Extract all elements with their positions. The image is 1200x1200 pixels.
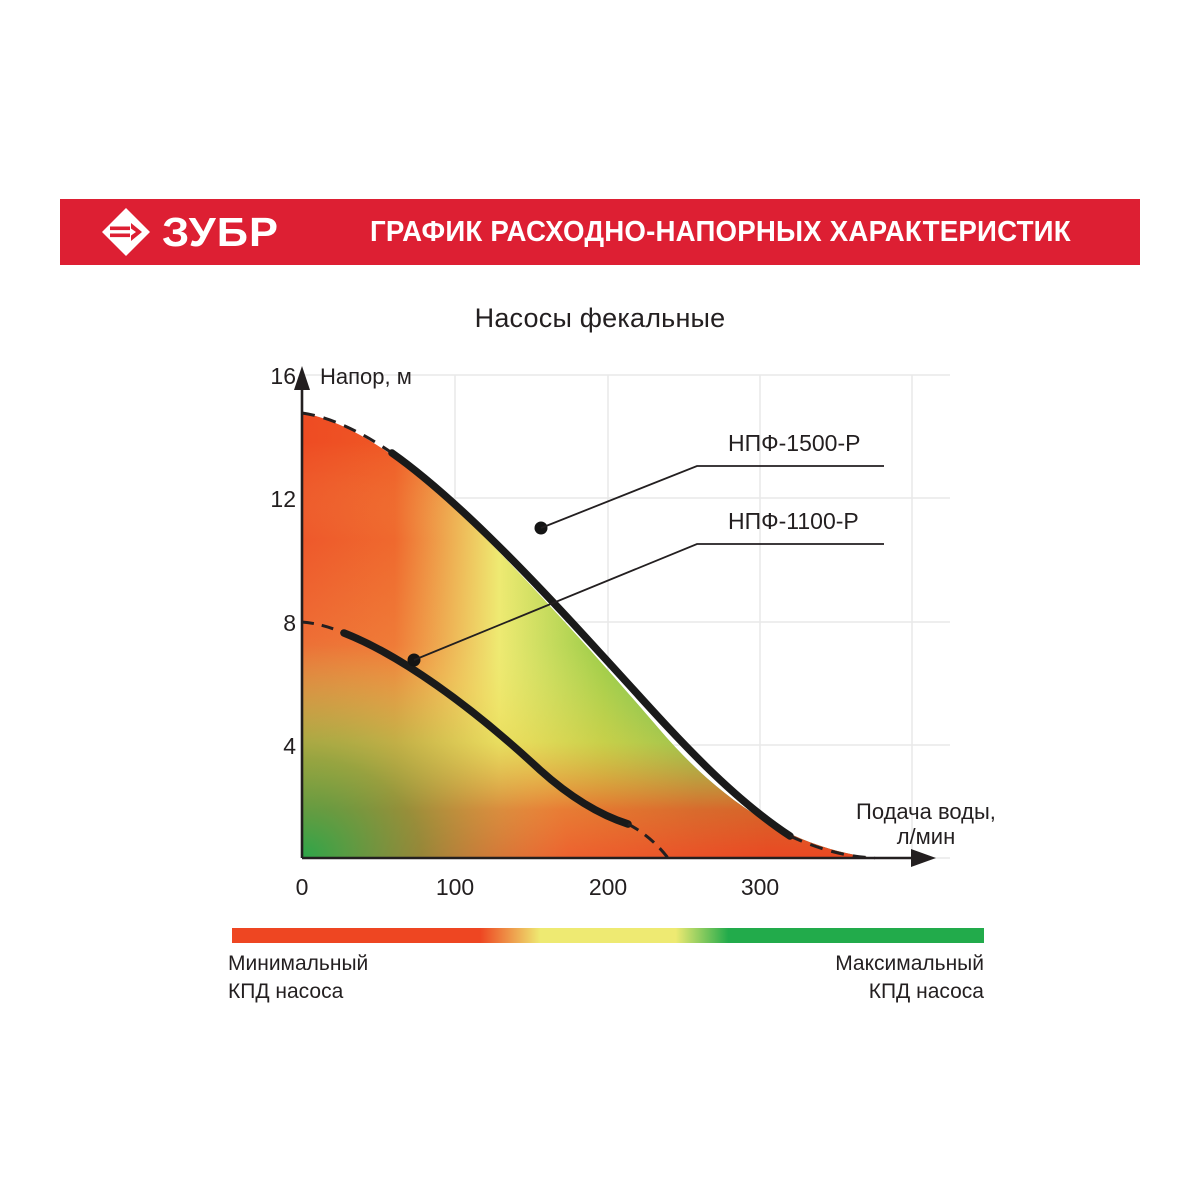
legend-max-line2: КПД насоса	[868, 980, 984, 1004]
x-tick-100: 100	[435, 874, 475, 900]
chart-axes	[300, 385, 925, 860]
legend-min-line2: КПД насоса	[228, 980, 344, 1004]
zubr-logo: ЗУБР	[100, 199, 278, 265]
y-tick-4: 4	[283, 733, 296, 759]
y-axis-arrow-icon	[294, 366, 310, 390]
brand-banner: ЗУБР ГРАФИК РАСХОДНО-НАПОРНЫХ ХАРАКТЕРИС…	[60, 199, 1140, 265]
efficiency-legend-bar	[232, 928, 984, 943]
chart-title: Насосы фекальные	[474, 303, 726, 333]
legend-max-label: Максимальный КПД насоса	[835, 950, 984, 1007]
y-tick-16: 16	[270, 363, 296, 389]
legend-min-line1: Минимальный	[228, 952, 369, 975]
banner-title: ГРАФИК РАСХОДНО-НАПОРНЫХ ХАРАКТЕРИСТИК	[370, 215, 1071, 248]
x-tick-0: 0	[295, 874, 309, 900]
legend-min-label: Минимальный КПД насоса	[228, 950, 368, 1007]
x-tick-200: 200	[588, 874, 628, 900]
x-axis-title: Подача воды, л/мин	[856, 799, 996, 849]
y-axis-title: Напор, м	[320, 364, 412, 389]
x-axis-title-text: Подача воды, л/мин	[856, 799, 996, 849]
zubr-arrow-diamond-icon	[100, 206, 152, 258]
y-tick-8: 8	[283, 610, 296, 636]
callout-leader-lines	[413, 465, 884, 661]
legend-max-line1: Максимальный	[835, 952, 984, 975]
y-tick-12: 12	[270, 486, 296, 512]
brand-wordmark: ЗУБР	[162, 208, 280, 255]
series-label-npf-1100: НПФ-1100-Р	[728, 508, 859, 534]
x-axis-arrow-icon	[911, 849, 936, 867]
x-tick-300: 300	[740, 874, 780, 900]
series-label-npf-1500: НПФ-1500-Р	[728, 430, 861, 456]
